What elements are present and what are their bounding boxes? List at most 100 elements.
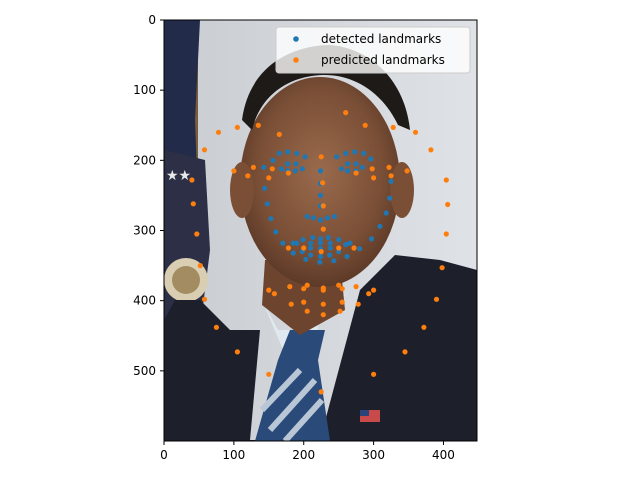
detected-landmark-point xyxy=(317,217,324,223)
detected-landmark-point xyxy=(336,249,342,255)
detected-landmark-point xyxy=(388,178,394,184)
predicted-landmark-point xyxy=(231,168,237,174)
detected-landmark-point xyxy=(302,154,308,160)
predicted-landmarks-series xyxy=(189,110,451,395)
detected-landmark-point xyxy=(368,236,375,242)
detected-landmark-point xyxy=(359,164,365,170)
x-axis: 0 100 200 300 400 xyxy=(160,441,455,462)
detected-landmark-point xyxy=(383,210,389,216)
predicted-landmark-point xyxy=(369,166,375,172)
detected-landmark-point xyxy=(300,237,306,243)
detected-landmark-point xyxy=(273,229,279,235)
detected-landmark-point xyxy=(344,253,350,260)
detected-landmark-point xyxy=(336,237,342,243)
predicted-landmark-point xyxy=(276,131,282,137)
predicted-landmark-point xyxy=(339,299,345,305)
detected-landmark-point xyxy=(327,245,333,251)
y-tick-label: 0 xyxy=(148,13,156,27)
x-tick-label: 400 xyxy=(432,448,455,462)
predicted-landmark-point xyxy=(433,296,440,302)
predicted-landmark-point xyxy=(301,245,307,251)
detected-landmark-point xyxy=(290,250,296,256)
detected-landmark-point xyxy=(308,245,314,251)
predicted-landmark-point xyxy=(194,231,200,237)
predicted-landmark-point xyxy=(250,164,256,170)
detected-landmark-point xyxy=(285,149,291,155)
predicted-landmark-point xyxy=(301,299,307,305)
predicted-landmark-point xyxy=(189,177,195,183)
predicted-landmark-point xyxy=(390,124,396,130)
detected-landmark-point xyxy=(268,216,274,222)
detected-landmark-point xyxy=(294,240,300,246)
predicted-landmark-point xyxy=(351,245,357,251)
predicted-landmark-point xyxy=(371,371,377,377)
detected-landmark-point xyxy=(299,166,305,172)
legend-marker-detected xyxy=(293,36,299,42)
legend-label-predicted: predicted landmarks xyxy=(321,53,445,67)
predicted-landmark-point xyxy=(355,301,361,307)
legend-box xyxy=(275,26,471,74)
predicted-landmark-point xyxy=(445,201,451,208)
detected-landmark-point xyxy=(294,150,300,156)
y-tick-label: 400 xyxy=(133,294,156,308)
predicted-landmark-point xyxy=(336,245,342,251)
detected-landmark-point xyxy=(345,168,351,174)
detected-landmark-point xyxy=(317,240,324,246)
predicted-landmark-point xyxy=(287,284,293,290)
predicted-landmark-point xyxy=(353,170,359,176)
predicted-landmark-point xyxy=(255,122,261,128)
predicted-landmark-point xyxy=(343,110,349,116)
detected-landmark-point xyxy=(276,150,282,156)
detected-landmark-point xyxy=(310,215,317,221)
predicted-landmark-point xyxy=(234,349,240,355)
predicted-landmark-point xyxy=(285,170,291,176)
predicted-landmark-point xyxy=(320,180,326,186)
detected-landmark-point xyxy=(331,258,337,264)
detected-landmark-point xyxy=(361,150,367,156)
portrait-image: ★★ xyxy=(164,20,477,441)
svg-text:★★: ★★ xyxy=(166,168,191,184)
predicted-landmark-point xyxy=(443,177,449,183)
predicted-landmark-point xyxy=(320,312,326,318)
x-tick-label: 0 xyxy=(160,448,168,462)
detected-landmark-point xyxy=(293,161,299,167)
predicted-landmark-point xyxy=(404,168,410,174)
detected-landmark-point xyxy=(368,156,374,162)
x-tick-label: 100 xyxy=(222,448,245,462)
predicted-landmark-point xyxy=(304,282,310,288)
predicted-landmark-point xyxy=(402,349,408,355)
detected-landmark-point xyxy=(317,192,324,198)
predicted-landmark-point xyxy=(320,226,326,232)
predicted-landmark-point xyxy=(439,265,445,271)
y-tick-label: 500 xyxy=(133,364,156,378)
predicted-landmark-point xyxy=(412,129,419,135)
predicted-landmark-point xyxy=(215,129,222,135)
detected-landmark-point xyxy=(327,240,333,246)
predicted-landmark-point xyxy=(443,231,449,237)
detected-landmark-point xyxy=(308,252,314,258)
predicted-landmark-point xyxy=(388,173,394,179)
x-tick-label: 200 xyxy=(292,448,315,462)
predicted-landmark-point xyxy=(245,173,251,179)
detected-landmark-point xyxy=(325,234,331,241)
y-tick-label: 300 xyxy=(133,224,156,238)
detected-landmark-point xyxy=(262,185,268,191)
predicted-landmark-point xyxy=(271,291,277,297)
detected-landmark-point xyxy=(334,154,340,160)
predicted-landmark-point xyxy=(320,287,326,293)
predicted-landmark-point xyxy=(428,147,434,153)
detected-landmark-point xyxy=(317,253,324,260)
predicted-landmark-point xyxy=(266,287,272,293)
detected-landmark-point xyxy=(347,240,353,246)
detected-landmark-point xyxy=(357,246,363,252)
y-tick-label: 200 xyxy=(133,153,156,167)
detected-landmark-point xyxy=(324,215,331,221)
predicted-landmark-point xyxy=(318,389,324,395)
predicted-landmark-point xyxy=(339,286,345,292)
detected-landmark-point xyxy=(317,168,324,174)
predicted-landmark-point xyxy=(201,296,208,302)
detected-landmark-point xyxy=(261,164,267,170)
detected-landmark-point xyxy=(343,241,349,248)
predicted-landmark-point xyxy=(201,147,208,153)
predicted-landmark-point xyxy=(266,175,272,181)
